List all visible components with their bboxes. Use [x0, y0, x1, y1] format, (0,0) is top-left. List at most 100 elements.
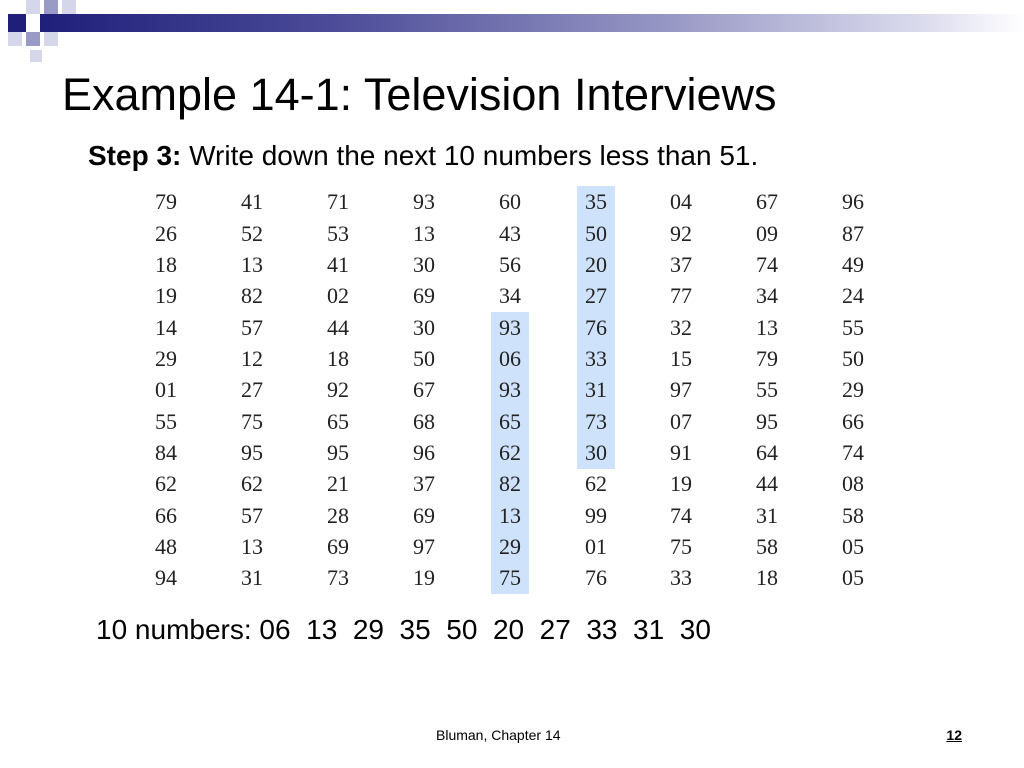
- result-number: 50: [430, 614, 478, 645]
- table-cell: 15: [670, 346, 692, 371]
- result-label: 10 numbers:: [96, 614, 252, 645]
- table-cell: 37: [413, 471, 435, 496]
- table-cell: 26: [155, 221, 177, 246]
- table-cell: 65: [327, 409, 349, 434]
- table-cell: 76: [585, 315, 607, 340]
- table-cell: 41: [241, 189, 263, 214]
- table-cell: 13: [413, 221, 435, 246]
- footer-source: Bluman, Chapter 14: [436, 727, 561, 743]
- column-highlight-2: [577, 186, 615, 469]
- table-cell: 21: [327, 471, 349, 496]
- result-number: 35: [383, 614, 431, 645]
- table-cell: 48: [155, 534, 177, 559]
- table-cell: 43: [499, 221, 521, 246]
- table-cell: 82: [241, 283, 263, 308]
- table-cell: 32: [670, 315, 692, 340]
- table-cell: 19: [670, 471, 692, 496]
- table-cell: 13: [241, 534, 263, 559]
- table-cell: 93: [499, 315, 521, 340]
- table-cell: 62: [585, 471, 607, 496]
- table-cell: 58: [842, 503, 864, 528]
- table-cell: 06: [499, 346, 521, 371]
- table-cell: 68: [413, 409, 435, 434]
- table-cell: 08: [842, 471, 864, 496]
- table-cell: 97: [413, 534, 435, 559]
- table-cell: 33: [670, 565, 692, 590]
- corner-square-dark-1: [8, 14, 26, 32]
- table-cell: 92: [670, 221, 692, 246]
- table-cell: 34: [499, 283, 521, 308]
- table-cell: 65: [499, 409, 521, 434]
- table-cell: 73: [585, 409, 607, 434]
- table-cell: 30: [413, 252, 435, 277]
- step-instruction: Step 3: Write down the next 10 numbers l…: [88, 140, 758, 172]
- table-cell: 05: [842, 534, 864, 559]
- table-cell: 13: [241, 252, 263, 277]
- result-line: 10 numbers: 06 13 29 35 50 20 27 33 31 3…: [96, 614, 711, 646]
- table-cell: 50: [413, 346, 435, 371]
- table-cell: 62: [241, 471, 263, 496]
- table-cell: 74: [842, 440, 864, 465]
- table-cell: 31: [756, 503, 778, 528]
- table-cell: 64: [756, 440, 778, 465]
- step-text: Write down the next 10 numbers less than…: [181, 140, 759, 171]
- table-cell: 30: [413, 315, 435, 340]
- table-cell: 93: [499, 377, 521, 402]
- table-cell: 29: [842, 377, 864, 402]
- table-cell: 67: [756, 189, 778, 214]
- table-cell: 52: [241, 221, 263, 246]
- table-cell: 91: [670, 440, 692, 465]
- table-cell: 93: [413, 189, 435, 214]
- table-cell: 24: [842, 283, 864, 308]
- table-cell: 55: [842, 315, 864, 340]
- table-cell: 97: [670, 377, 692, 402]
- table-cell: 50: [842, 346, 864, 371]
- table-cell: 18: [756, 565, 778, 590]
- column-highlight-1: [491, 312, 529, 594]
- table-cell: 57: [241, 503, 263, 528]
- table-cell: 69: [413, 503, 435, 528]
- table-cell: 50: [585, 221, 607, 246]
- table-cell: 05: [842, 565, 864, 590]
- table-cell: 04: [670, 189, 692, 214]
- table-cell: 92: [327, 377, 349, 402]
- table-cell: 35: [585, 189, 607, 214]
- table-cell: 31: [585, 377, 607, 402]
- table-cell: 75: [670, 534, 692, 559]
- table-cell: 49: [842, 252, 864, 277]
- table-cell: 96: [413, 440, 435, 465]
- corner-square-light-2: [62, 0, 76, 14]
- table-cell: 01: [585, 534, 607, 559]
- corner-square-light-4: [44, 32, 58, 46]
- table-cell: 62: [499, 440, 521, 465]
- table-cell: 99: [585, 503, 607, 528]
- result-number: 29: [337, 614, 384, 645]
- table-cell: 87: [842, 221, 864, 246]
- table-cell: 53: [327, 221, 349, 246]
- table-cell: 69: [327, 534, 349, 559]
- table-cell: 18: [327, 346, 349, 371]
- table-cell: 34: [756, 283, 778, 308]
- table-cell: 12: [241, 346, 263, 371]
- table-cell: 82: [499, 471, 521, 496]
- table-cell: 37: [670, 252, 692, 277]
- corner-square-light-1: [26, 0, 40, 14]
- table-cell: 73: [327, 565, 349, 590]
- table-cell: 44: [327, 315, 349, 340]
- corner-square-light-5: [30, 50, 42, 62]
- table-cell: 84: [155, 440, 177, 465]
- table-cell: 67: [413, 377, 435, 402]
- table-cell: 56: [499, 252, 521, 277]
- table-cell: 71: [327, 189, 349, 214]
- table-cell: 29: [155, 346, 177, 371]
- table-cell: 62: [155, 471, 177, 496]
- table-cell: 13: [499, 503, 521, 528]
- corner-square-mid-1: [44, 0, 58, 14]
- table-cell: 58: [756, 534, 778, 559]
- table-cell: 27: [585, 283, 607, 308]
- header-gradient-bar: [40, 14, 1024, 32]
- result-number: 31: [617, 614, 665, 645]
- table-cell: 19: [155, 283, 177, 308]
- table-cell: 33: [585, 346, 607, 371]
- table-cell: 28: [327, 503, 349, 528]
